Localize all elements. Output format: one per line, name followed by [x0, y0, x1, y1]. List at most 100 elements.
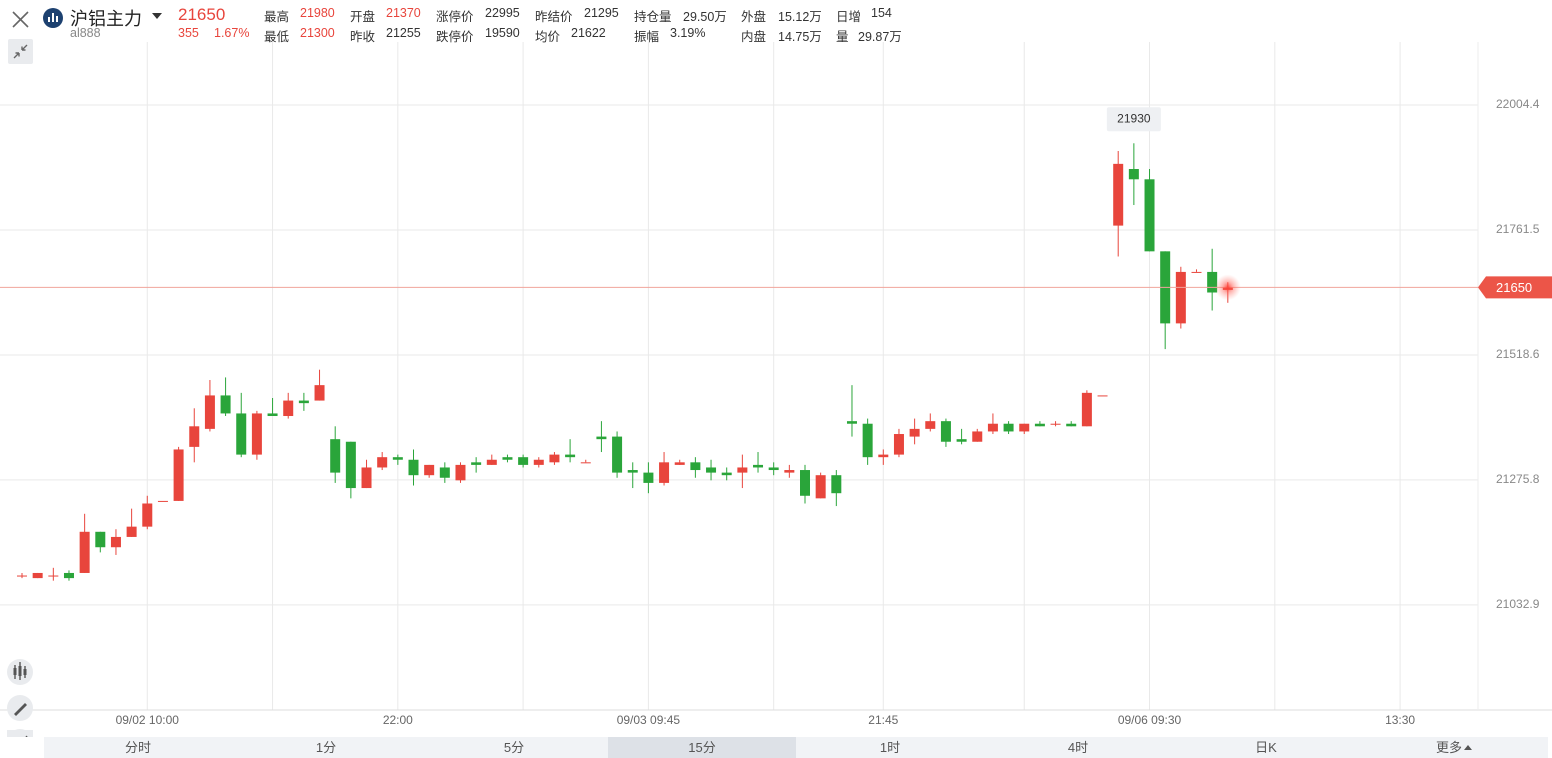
candle-body	[157, 500, 168, 502]
tab-selected[interactable]: 15分	[608, 737, 796, 758]
stat-value: 15.12万	[778, 10, 822, 24]
stat-label: 昨收	[350, 30, 376, 44]
candle-body	[972, 431, 983, 442]
tab-more-label[interactable]: 更多	[1435, 740, 1462, 755]
candle-body	[32, 572, 43, 579]
tab[interactable]: 1时	[879, 740, 901, 755]
candle-body	[1144, 179, 1155, 252]
x-tick-label: 13:30	[1385, 713, 1415, 727]
candle-body	[549, 454, 560, 463]
x-tick-label: 09/03 09:45	[617, 713, 681, 727]
change: 355	[178, 26, 199, 40]
stat-value: 29.50万	[683, 10, 727, 24]
candle-body	[455, 464, 466, 481]
candle-body	[251, 413, 262, 455]
candle-body	[580, 462, 591, 464]
high-tooltip-box	[1106, 107, 1161, 132]
stat-label: 跌停价	[436, 30, 474, 44]
candle-body	[815, 475, 826, 499]
indicator-button[interactable]	[7, 659, 33, 685]
candle-body	[377, 457, 388, 468]
candle-body	[627, 470, 638, 473]
candle-body	[533, 459, 544, 465]
stat-value: 154	[871, 6, 892, 20]
candle-body	[987, 423, 998, 432]
dropdown-arrow[interactable]	[152, 13, 162, 19]
candle-body	[126, 526, 137, 537]
candle-body	[674, 462, 685, 465]
candle-body	[189, 426, 200, 447]
tab[interactable]: 5分	[503, 740, 525, 755]
candle-body	[518, 457, 529, 465]
x-tick-label: 22:00	[383, 713, 413, 727]
candle-body	[204, 395, 215, 429]
y-tick-label: 21518.6	[1496, 347, 1540, 361]
candle-body	[439, 467, 450, 478]
stat-label: 持仓量	[634, 10, 672, 24]
candle-body	[1066, 423, 1077, 427]
candle-body	[142, 503, 153, 527]
tab[interactable]: 分时	[124, 740, 151, 755]
stat-value: 19590	[485, 26, 520, 40]
candle-body	[408, 459, 419, 476]
candle-body	[79, 531, 90, 573]
stat-label: 内盘	[741, 30, 767, 44]
y-tick-label: 21761.5	[1496, 222, 1540, 236]
candle-body	[565, 454, 576, 458]
x-tick-label: 09/02 10:00	[116, 713, 180, 727]
candle-body	[862, 423, 873, 458]
stat-label: 昨结价	[535, 10, 573, 24]
candle-body	[753, 464, 764, 468]
tab[interactable]: 4时	[1067, 740, 1089, 755]
last-price-tag: 21650	[1496, 280, 1532, 295]
stat-label: 开盘	[350, 10, 376, 24]
y-tick-label: 21275.8	[1496, 472, 1540, 486]
close-button[interactable]	[6, 4, 35, 33]
stat-label: 外盘	[741, 10, 767, 24]
change-pct: 1.67%	[214, 26, 250, 40]
stat-value: 21370	[386, 6, 421, 20]
grid	[0, 42, 1478, 710]
tab[interactable]: 1分	[315, 740, 337, 755]
candle-body	[1128, 169, 1139, 180]
candle-body	[110, 536, 121, 548]
candle-body	[220, 395, 231, 414]
stat-value: 21295	[584, 6, 619, 20]
product-icon-bars	[48, 13, 58, 22]
candle-body	[173, 449, 184, 501]
chart: 22004.4 21761.5 21518.6 21275.8 21032.9 09/02…	[0, 4, 1552, 737]
candle-body	[893, 434, 904, 455]
candle-body	[1113, 163, 1124, 226]
stat-label: 日增	[836, 10, 862, 24]
stat-value: 21255	[386, 26, 421, 40]
candle-body	[392, 457, 403, 460]
candle-body	[330, 439, 341, 473]
last-price-glow	[1214, 274, 1241, 301]
line-mode-button[interactable]	[7, 729, 33, 737]
last-price-tag-bg	[1478, 276, 1552, 299]
period-tabs: 分时 1分 5分 15分 1时 4时 日K 更多	[44, 737, 1548, 758]
tab-more[interactable]: 更多	[1360, 737, 1548, 758]
product-name[interactable]: 沪铝主力	[70, 9, 142, 29]
candle-body	[690, 462, 701, 471]
candle-body	[1003, 423, 1014, 432]
candle-body	[925, 421, 936, 429]
candle-body	[1019, 423, 1030, 432]
candle-body	[95, 531, 106, 548]
candle-body	[17, 575, 27, 577]
high-tooltip: 21930	[1117, 111, 1151, 125]
candle-body	[909, 428, 920, 437]
x-tick-label: 09/06 09:30	[1118, 713, 1182, 727]
stat-value: 29.87万	[858, 30, 902, 44]
tab[interactable]: 日K	[1255, 740, 1277, 755]
candle-body	[1097, 395, 1108, 397]
stat-value: 14.75万	[778, 30, 822, 44]
collapse-button[interactable]	[8, 39, 33, 64]
stat-label: 均价	[535, 30, 561, 44]
candle-body	[706, 467, 717, 473]
product-code: al888	[70, 26, 101, 40]
candle-body	[1175, 271, 1186, 324]
candle-body	[471, 462, 482, 465]
candle-body	[1034, 423, 1045, 427]
draw-button[interactable]	[7, 695, 33, 721]
